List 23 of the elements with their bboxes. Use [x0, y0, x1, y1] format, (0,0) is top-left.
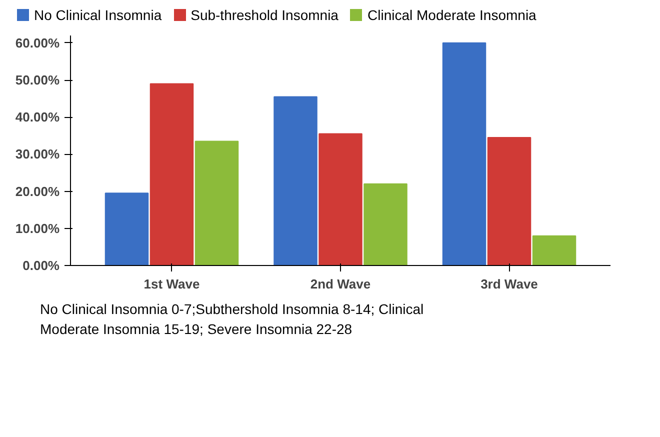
bar — [318, 133, 362, 266]
bar — [487, 137, 532, 266]
x-tick-label: 2nd Wave — [310, 276, 371, 292]
legend-label: No Clinical Insomnia — [34, 7, 162, 23]
bar — [104, 192, 149, 266]
bar — [274, 96, 318, 266]
legend-label: Clinical Moderate Insomnia — [367, 7, 536, 23]
x-tick-label: 1st Wave — [144, 276, 200, 292]
x-tick-label: 3rd Wave — [480, 276, 538, 292]
y-tick-label: 50.00% — [15, 72, 60, 88]
y-tick-label: 20.00% — [15, 184, 60, 199]
bar — [150, 83, 194, 266]
y-tick-label: 0.00% — [22, 258, 60, 273]
legend-label: Sub-threshold Insomnia — [190, 7, 338, 23]
y-tick-label: 30.00% — [15, 146, 60, 162]
bar — [194, 140, 239, 266]
y-tick-label: 40.00% — [15, 110, 60, 125]
y-tick-label: 10.00% — [15, 220, 60, 236]
bar — [532, 235, 576, 266]
bar — [364, 183, 408, 266]
y-tick-label: 60.00% — [15, 35, 60, 50]
text: No Clinical Insomnia 0-7;Subthershold Insomnia 8-14; Clinical Moderate Insomnia 15-19; Severe Insomnia 22-28 — [40, 300, 424, 339]
bar — [442, 42, 486, 266]
